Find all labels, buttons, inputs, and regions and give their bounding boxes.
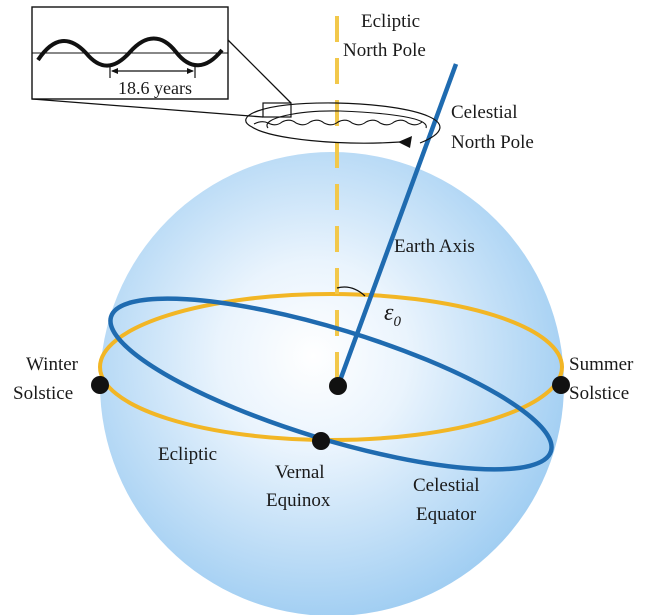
precession-path-outer: [245, 102, 441, 144]
ecliptic-north-pole-label-line1: Ecliptic: [361, 11, 420, 32]
celestial-equator-label-line1: Celestial: [413, 475, 479, 496]
earth-axis-line: [335, 63, 459, 387]
summer-solstice-dot: [552, 376, 570, 394]
ecliptic-label: Ecliptic: [158, 444, 217, 465]
summer-solstice-label-line2: Solstice: [569, 383, 629, 404]
zoom-connector-bottom: [31, 98, 264, 118]
obliquity-epsilon-label: ε0: [384, 300, 401, 330]
earth-axis-label: Earth Axis: [394, 236, 475, 257]
precession-path-wavy: [253, 119, 423, 126]
period-arrow-left-head: [111, 68, 118, 74]
period-arrow-right-head: [187, 68, 194, 74]
vernal-equinox-label-line2: Equinox: [266, 490, 331, 511]
ecliptic-north-pole-label-line2: North Pole: [343, 40, 426, 61]
vernal-equinox-label-line1: Vernal: [275, 462, 325, 483]
vernal-equinox-dot: [312, 432, 330, 450]
summer-solstice-label-line1: Summer: [569, 354, 634, 375]
inset-nutation-wave: [36, 36, 224, 68]
winter-solstice-dot: [91, 376, 109, 394]
celestial-north-pole-label-line1: Celestial: [451, 102, 517, 123]
winter-solstice-label-line2: Solstice: [13, 383, 73, 404]
precession-direction-arrow: [398, 136, 412, 148]
center-dot: [329, 377, 347, 395]
celestial-north-pole-label-line2: North Pole: [451, 132, 534, 153]
zoom-source-box: [262, 102, 292, 118]
precession-path-inner: [266, 110, 427, 129]
nutation-period-label: 18.6 years: [118, 78, 192, 98]
celestial-equator-label-line2: Equator: [416, 504, 477, 525]
obliquity-angle-arc: [336, 286, 366, 297]
winter-solstice-label-line1: Winter: [26, 354, 79, 375]
zoom-connector-top: [227, 39, 292, 104]
